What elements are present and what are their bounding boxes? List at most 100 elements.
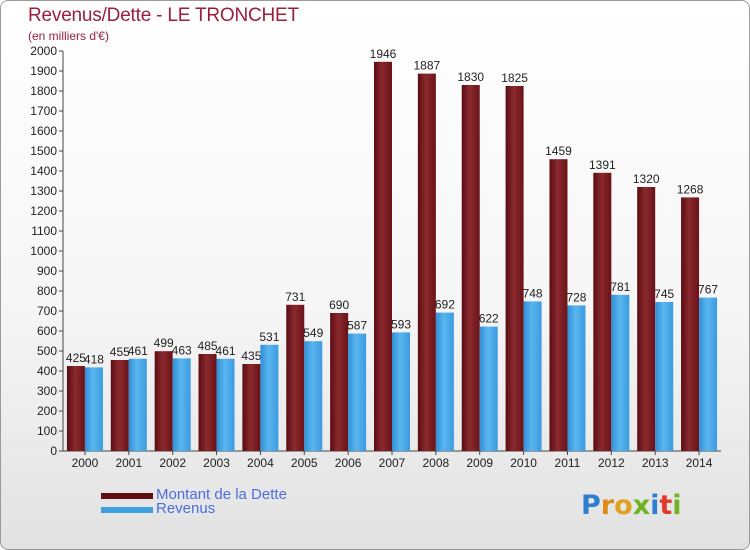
revenue-value-label: 418 <box>84 352 104 366</box>
y-tick-label: 1700 <box>30 104 57 118</box>
debt-value-label: 1459 <box>545 144 572 158</box>
debt-bar <box>417 73 436 451</box>
y-tick-label: 100 <box>37 424 57 438</box>
revenue-value-label: 622 <box>479 312 499 326</box>
debt-value-label: 1825 <box>501 71 528 85</box>
revenue-bar <box>523 301 542 451</box>
revenue-value-label: 461 <box>128 344 148 358</box>
x-tick-label: 2000 <box>72 456 99 470</box>
x-tick-label: 2001 <box>115 456 142 470</box>
revenue-value-label: 692 <box>435 298 455 312</box>
x-tick-label: 2009 <box>466 456 493 470</box>
y-tick-label: 1100 <box>31 224 57 238</box>
chart-subtitle: (en milliers d'€) <box>28 29 109 43</box>
y-tick-label: 1400 <box>30 164 57 178</box>
proxiti-logo: Proxiti <box>581 490 682 521</box>
revenue-value-label: 531 <box>259 330 279 344</box>
debt-value-label: 435 <box>241 349 261 363</box>
revenue-bar <box>655 302 674 451</box>
y-tick-label: 200 <box>37 404 57 418</box>
revenue-bar <box>699 297 718 451</box>
debt-bar <box>330 313 349 451</box>
y-tick-label: 700 <box>37 304 57 318</box>
y-tick-label: 0 <box>50 444 57 458</box>
x-tick-label: 2005 <box>291 456 318 470</box>
debt-value-label: 731 <box>285 290 305 304</box>
chart-title: Revenus/Dette - LE TRONCHET <box>28 5 299 26</box>
x-tick-label: 2007 <box>379 456 406 470</box>
debt-bar <box>549 159 568 451</box>
y-tick-label: 1900 <box>30 64 57 78</box>
x-tick-label: 2008 <box>423 456 450 470</box>
y-tick-label: 2000 <box>30 44 57 58</box>
debt-bar <box>637 187 656 451</box>
debt-bar <box>110 360 129 451</box>
y-tick-label: 1000 <box>30 244 57 258</box>
revenue-bar <box>304 341 323 451</box>
revenue-bar <box>260 344 279 451</box>
revenue-value-label: 587 <box>347 319 367 333</box>
legend-label-debt: Montant de la Dette <box>156 486 287 503</box>
x-tick-label: 2003 <box>203 456 230 470</box>
revenue-bar <box>567 305 586 451</box>
debt-value-label: 485 <box>198 339 218 353</box>
revenue-value-label: 593 <box>391 317 411 331</box>
debt-bar <box>154 351 173 451</box>
y-tick-label: 400 <box>37 364 57 378</box>
debt-bar <box>505 86 524 451</box>
x-tick-label: 2002 <box>159 456 186 470</box>
debt-value-label: 425 <box>66 351 86 365</box>
legend-swatch-revenue <box>101 507 153 513</box>
debt-value-label: 1320 <box>633 172 660 186</box>
revenue-value-label: 728 <box>566 290 586 304</box>
x-tick-label: 2013 <box>642 456 669 470</box>
x-tick-label: 2004 <box>247 456 274 470</box>
y-tick-label: 600 <box>37 324 57 338</box>
revenue-bar <box>216 358 235 451</box>
revenue-bar <box>128 358 147 451</box>
debt-value-label: 499 <box>154 336 174 350</box>
revenue-value-label: 745 <box>654 287 674 301</box>
revenue-value-label: 767 <box>698 283 718 297</box>
debt-value-label: 1391 <box>589 158 616 172</box>
revenue-value-label: 781 <box>610 280 630 294</box>
x-tick-label: 2011 <box>555 456 581 470</box>
debt-value-label: 1268 <box>677 182 704 196</box>
debt-value-label: 1946 <box>370 47 397 61</box>
debt-bar <box>374 61 392 452</box>
y-tick-label: 1600 <box>30 124 57 138</box>
revenue-value-label: 461 <box>216 344 236 358</box>
revenue-bar <box>392 332 410 451</box>
revenue-bar <box>84 367 103 451</box>
debt-value-label: 690 <box>329 298 349 312</box>
x-tick-label: 2012 <box>598 456 625 470</box>
y-tick-label: 1300 <box>30 184 57 198</box>
debt-bar <box>461 85 480 451</box>
debt-value-label: 1887 <box>414 59 441 73</box>
x-tick-label: 2014 <box>686 456 713 470</box>
y-tick-label: 1800 <box>30 84 57 98</box>
debt-bar <box>593 172 612 452</box>
revenue-value-label: 463 <box>172 343 192 357</box>
x-tick-label: 2006 <box>335 456 362 470</box>
debt-value-label: 1830 <box>457 70 484 84</box>
y-tick-label: 300 <box>37 384 57 398</box>
debt-bar <box>242 364 261 451</box>
debt-bar <box>198 354 217 451</box>
legend-label-revenue: Revenus <box>156 500 216 517</box>
revenue-value-label: 549 <box>303 326 323 340</box>
y-tick-label: 1500 <box>30 144 57 158</box>
revenue-bar <box>435 312 454 451</box>
debt-bar <box>286 304 305 451</box>
revenue-bar <box>172 358 191 451</box>
revenue-bar <box>479 326 498 451</box>
revenue-value-label: 748 <box>523 286 543 300</box>
debt-bar <box>681 197 700 451</box>
debt-value-label: 455 <box>110 345 130 359</box>
revenue-bar <box>611 294 630 451</box>
y-tick-label: 500 <box>37 344 57 358</box>
y-tick-label: 800 <box>37 284 57 298</box>
revenue-bar <box>348 333 367 451</box>
